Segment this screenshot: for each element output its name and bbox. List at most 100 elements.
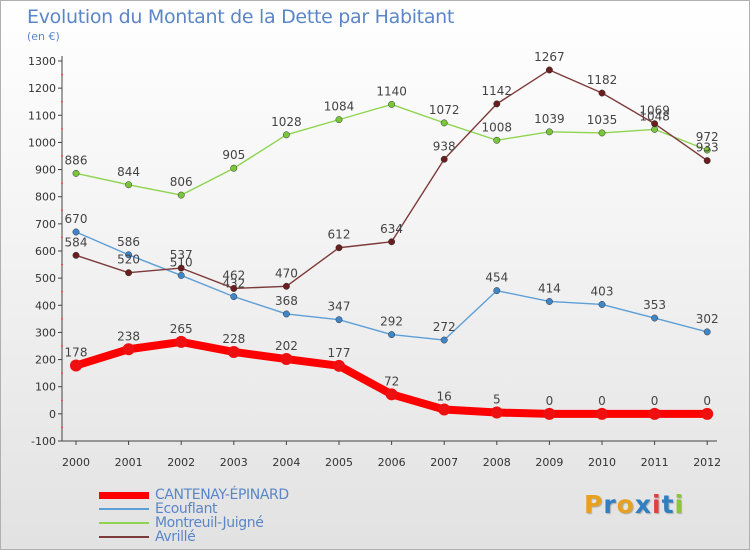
y-minor-tick: [61, 426, 63, 429]
y-minor-tick: [61, 317, 63, 320]
data-point: [651, 314, 659, 322]
data-label: 1267: [534, 50, 565, 64]
data-label: 972: [696, 130, 719, 144]
x-tick-label: 2003: [220, 456, 248, 469]
data-label: 5: [493, 393, 501, 407]
data-point: [282, 131, 290, 139]
y-tick-label: 400: [35, 299, 56, 312]
data-label: 938: [433, 139, 456, 153]
y-tick-label: -100: [31, 435, 56, 448]
data-point: [703, 328, 711, 336]
legend-swatch: [99, 508, 149, 510]
data-point: [230, 285, 238, 292]
y-tick-label: 500: [35, 272, 56, 285]
legend-item: CANTENAY-ÉPINARD: [99, 488, 289, 502]
y-tick-label: 0: [49, 408, 56, 421]
data-point: [175, 335, 188, 348]
data-label: 462: [222, 268, 245, 282]
data-label: 228: [222, 332, 245, 346]
legend-swatch: [99, 491, 149, 499]
data-label: 177: [328, 346, 351, 360]
x-tick-label: 2008: [483, 456, 511, 469]
x-tick-label: 2006: [378, 456, 406, 469]
data-point: [598, 129, 606, 137]
data-point: [282, 310, 290, 318]
y-minor-tick: [61, 100, 63, 103]
data-label: 510: [170, 255, 193, 269]
x-tick-label: 2012: [693, 456, 721, 469]
data-point: [388, 238, 396, 246]
y-tick-label: 700: [35, 218, 56, 231]
data-point: [72, 251, 80, 259]
data-label: 1069: [639, 104, 670, 118]
y-minor-tick: [61, 372, 63, 375]
data-label: 670: [65, 212, 88, 226]
data-label: 1039: [534, 112, 565, 126]
data-point: [227, 345, 240, 358]
data-point: [122, 343, 135, 356]
data-point: [438, 403, 451, 416]
x-tick-label: 2000: [62, 456, 90, 469]
proxiti-logo: Proxiti: [584, 490, 685, 519]
data-point: [333, 359, 345, 372]
data-label: 238: [117, 329, 140, 343]
data-point: [701, 407, 714, 420]
data-point: [125, 251, 133, 259]
data-point: [177, 264, 185, 272]
x-tick-label: 2007: [430, 456, 458, 469]
data-label: 1035: [587, 113, 618, 127]
data-point: [545, 66, 553, 74]
data-point: [72, 228, 80, 236]
series-montreuil-juigne: 886 844 806 905 1028 1084 1140 1072 1008 1039 1035…: [65, 84, 719, 199]
chart-title: Evolution du Montant de la Dette par Hab…: [27, 6, 455, 28]
legend-label: Avrillé: [155, 529, 196, 545]
x-tick-label: 2009: [535, 456, 563, 469]
data-label: 1142: [482, 84, 513, 98]
data-label: 1028: [271, 115, 302, 129]
x-tick-label: 2002: [167, 456, 195, 469]
y-minor-tick: [61, 263, 63, 266]
y-tick-label: 100: [35, 381, 56, 394]
data-label: 0: [651, 394, 659, 408]
x-tick-label: 2005: [325, 456, 353, 469]
x-tick-label: 2011: [641, 456, 669, 469]
data-label: 1072: [429, 103, 460, 117]
y-minor-tick: [61, 209, 63, 212]
y-tick-label: 1000: [28, 136, 56, 149]
data-point: [545, 128, 553, 136]
legend-item: Avrillé: [99, 530, 289, 544]
data-label: 0: [703, 394, 711, 408]
data-point: [598, 89, 606, 97]
data-point: [598, 301, 606, 308]
legend-label: Montreuil-Juigné: [155, 515, 264, 531]
data-label: 520: [117, 253, 140, 267]
x-tick-label: 2010: [588, 456, 616, 469]
y-minor-tick: [61, 182, 63, 185]
data-point: [651, 125, 659, 133]
data-point: [282, 282, 290, 290]
data-label: 905: [222, 148, 245, 162]
data-label: 347: [328, 300, 351, 314]
data-point: [493, 100, 501, 108]
data-point: [440, 336, 448, 344]
data-point: [230, 164, 238, 172]
data-label: 0: [598, 394, 606, 408]
data-point: [230, 293, 238, 301]
data-point: [490, 406, 503, 419]
x-tick-label: 2004: [272, 456, 300, 469]
y-tick-label: 1100: [28, 109, 56, 122]
data-point: [493, 287, 501, 295]
data-point: [543, 407, 556, 420]
data-point: [72, 169, 80, 177]
data-label: 368: [275, 294, 298, 308]
data-point: [440, 119, 448, 127]
legend-item: Montreuil-Juigné: [99, 516, 289, 530]
data-point: [125, 269, 133, 277]
legend-item: Ecouflant: [99, 502, 289, 516]
y-minor-tick: [61, 345, 63, 347]
data-label: 72: [384, 374, 399, 388]
data-label: 584: [65, 235, 88, 249]
data-label: 1182: [587, 73, 618, 87]
y-tick-label: 900: [35, 164, 56, 177]
